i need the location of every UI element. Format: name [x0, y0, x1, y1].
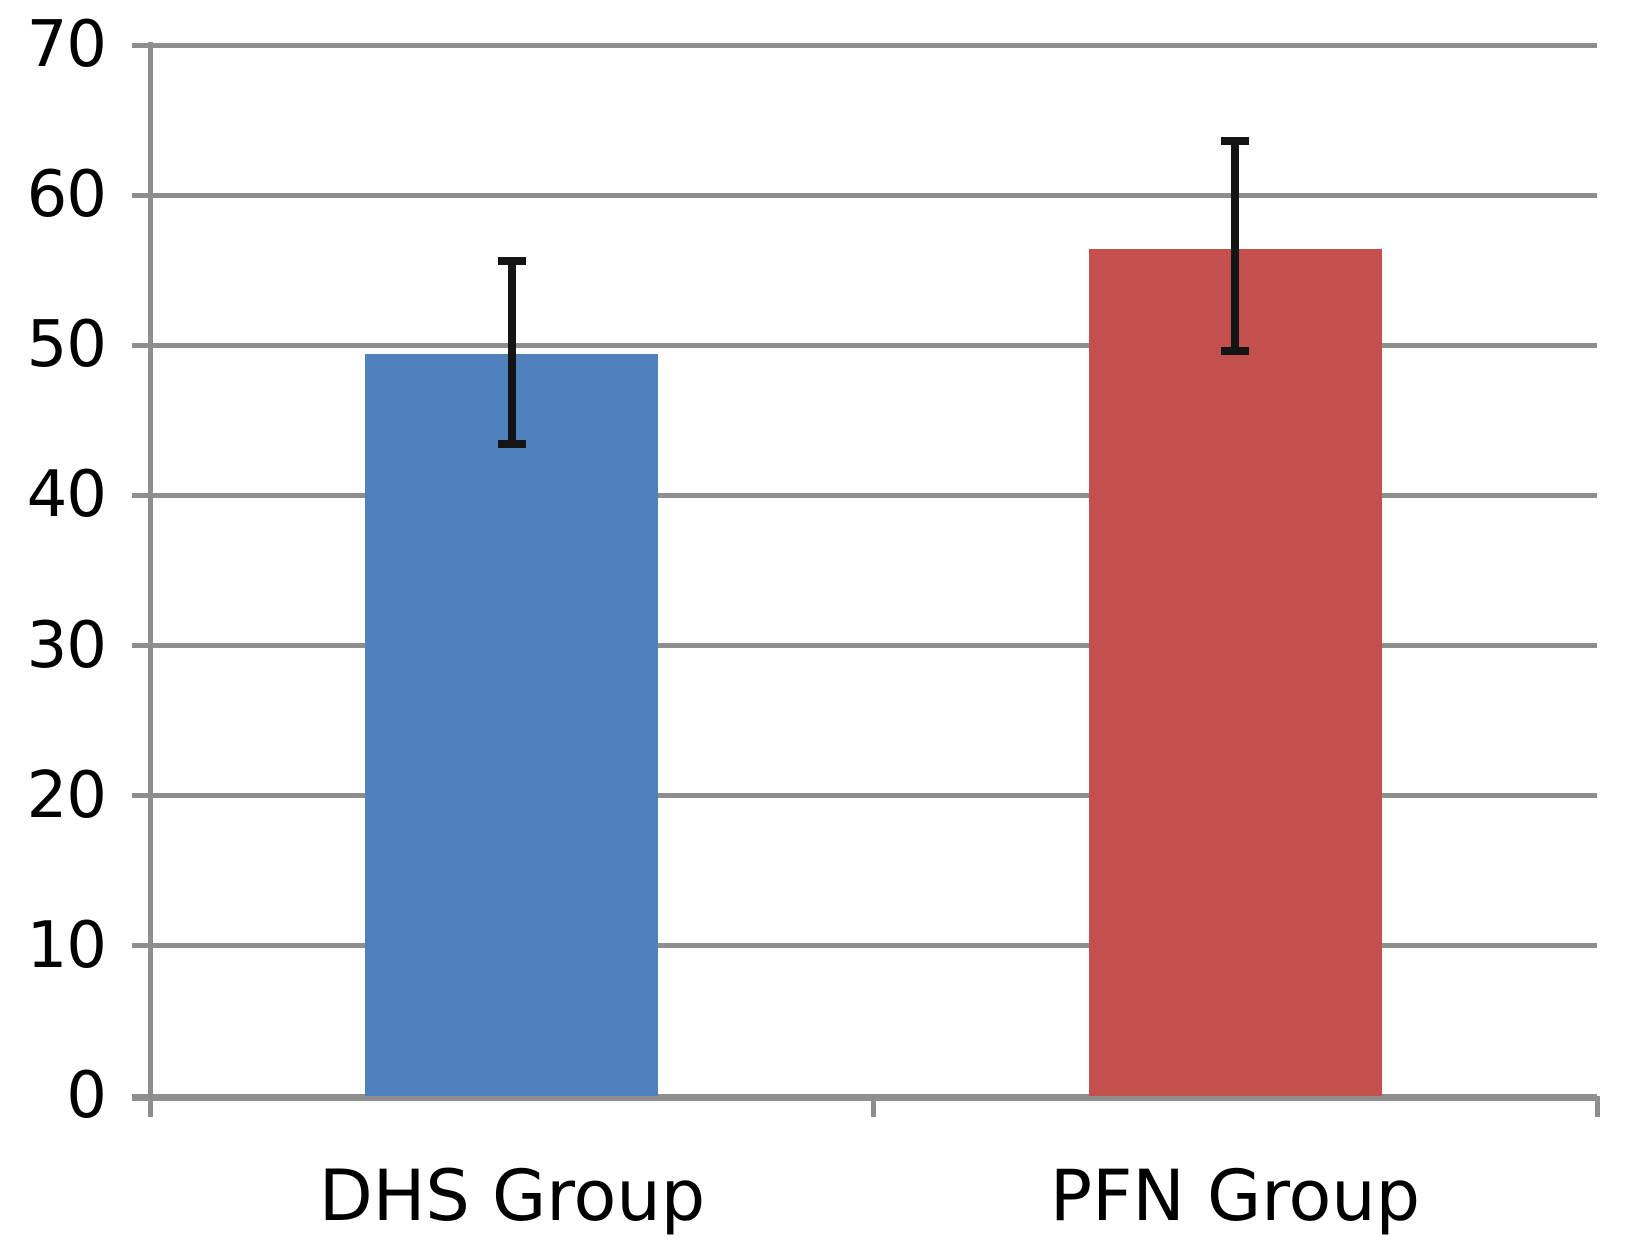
gridline-y-30 — [132, 643, 1597, 649]
error-bar-line-pfn-group — [1231, 141, 1240, 352]
x-axis-tick-2 — [1594, 1096, 1600, 1117]
gridline-y-20 — [132, 793, 1597, 799]
error-bar-cap-dhs-group-top — [497, 257, 526, 266]
bar-pfn-group — [1088, 249, 1382, 1096]
y-tick-label-10: 10 — [26, 908, 107, 983]
bar-dhs-group — [365, 354, 659, 1096]
y-axis-line — [147, 42, 153, 1101]
y-tick-label-70: 70 — [26, 8, 107, 82]
y-tick-label-20: 20 — [26, 758, 107, 833]
gridline-y-60 — [132, 192, 1597, 198]
gridline-y-50 — [132, 342, 1597, 348]
gridline-y-40 — [132, 492, 1597, 498]
error-bar-cap-dhs-group-bottom — [497, 440, 526, 449]
y-tick-label-50: 50 — [26, 308, 107, 383]
gridline-y-10 — [132, 943, 1597, 949]
x-axis-tick-1 — [871, 1096, 876, 1117]
y-tick-label-30: 30 — [26, 608, 107, 683]
x-axis-line — [132, 1095, 1597, 1101]
error-bar-line-dhs-group — [507, 261, 516, 445]
x-axis-label-pfn-group: PFN Group — [1049, 1155, 1421, 1237]
y-tick-label-60: 60 — [26, 158, 107, 233]
x-axis-tick-0 — [147, 1096, 153, 1117]
x-axis-label-dhs-group: DHS Group — [318, 1155, 706, 1237]
y-tick-label-0: 0 — [66, 1059, 107, 1133]
y-tick-label-40: 40 — [26, 458, 107, 533]
error-bar-cap-pfn-group-bottom — [1221, 347, 1250, 356]
gridline-y-70 — [132, 42, 1597, 48]
error-bar-cap-pfn-group-top — [1221, 137, 1250, 146]
